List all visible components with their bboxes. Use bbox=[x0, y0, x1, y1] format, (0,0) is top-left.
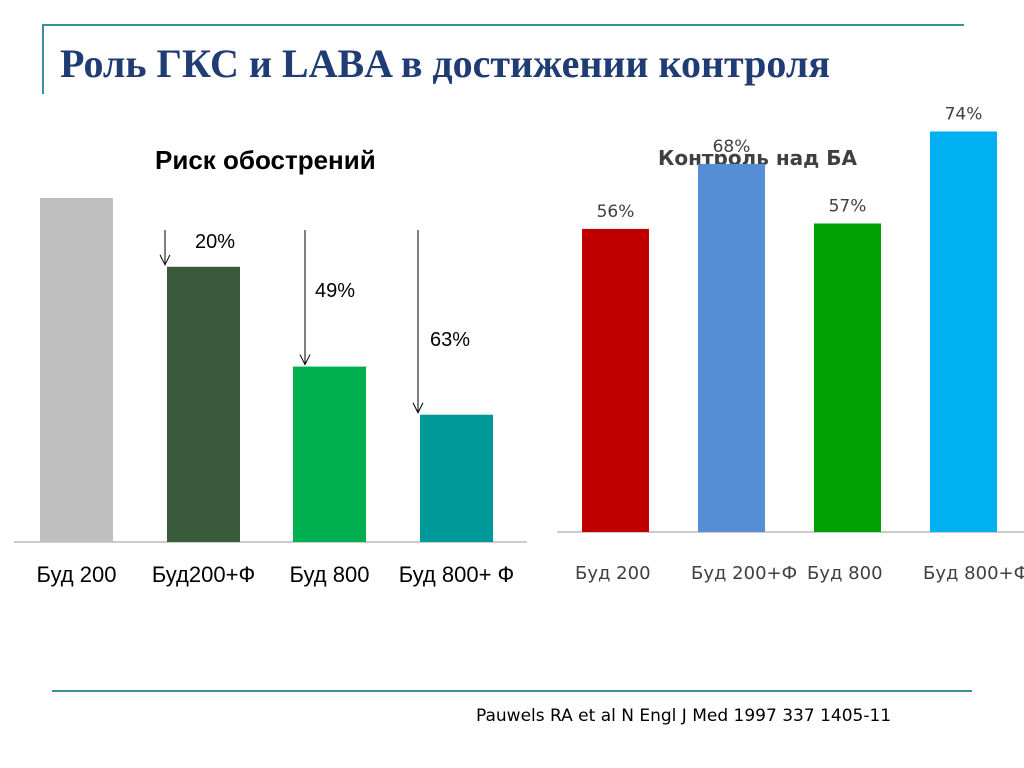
exacerbation-risk-chart: Буд 200 Буд200+Ф Буд 800 Буд 800+ Ф 20% 49% 63… bbox=[14, 198, 527, 587]
x-tick-label-1: Буд 200+Ф bbox=[691, 563, 797, 584]
reduction-label-0: 20% bbox=[195, 231, 235, 253]
bar-0 bbox=[40, 198, 113, 542]
x-tick-label-3: Буд 800+ Ф bbox=[399, 562, 515, 587]
x-tick-label-3: Буд 800+Ф bbox=[923, 563, 1024, 584]
bar-3 bbox=[930, 131, 997, 532]
bar-2 bbox=[814, 223, 881, 533]
reduction-arrowhead-1 bbox=[299, 354, 311, 366]
x-tick-label-2: Буд 800 bbox=[807, 563, 883, 584]
x-tick-label-1: Буд200+Ф bbox=[152, 562, 255, 587]
left-rule bbox=[42, 24, 44, 94]
reduction-label-2: 63% bbox=[430, 329, 470, 351]
bar-0 bbox=[582, 228, 649, 532]
bottom-rule bbox=[52, 690, 972, 692]
reduction-arrowhead-0 bbox=[159, 254, 171, 266]
bar-1 bbox=[698, 163, 765, 532]
data-label-0: 56% bbox=[597, 202, 635, 222]
citation: Pauwels RA et al N Engl J Med 1997 337 1… bbox=[476, 706, 892, 726]
bar-3 bbox=[420, 414, 493, 542]
reduction-arrowhead-2 bbox=[412, 402, 424, 414]
data-label-3: 74% bbox=[945, 104, 983, 124]
bar-2 bbox=[293, 366, 366, 542]
x-tick-label-2: Буд 800 bbox=[290, 562, 370, 587]
slide-title: Роль ГКС и LABA в достижении контроля bbox=[60, 41, 830, 86]
data-label-1: 68% bbox=[713, 137, 751, 157]
reduction-label-1: 49% bbox=[315, 280, 355, 302]
bar-1 bbox=[167, 266, 240, 542]
asthma-control-chart: 56% 68% 57% 74% Буд 200 Буд 200+Ф Буд 800 Буд 8… bbox=[557, 104, 1024, 584]
data-label-2: 57% bbox=[829, 196, 867, 216]
x-tick-label-0: Буд 200 bbox=[575, 563, 651, 584]
top-rule bbox=[42, 24, 964, 26]
left-chart-title: Риск обострений bbox=[155, 145, 376, 175]
x-tick-label-0: Буд 200 bbox=[37, 562, 117, 587]
